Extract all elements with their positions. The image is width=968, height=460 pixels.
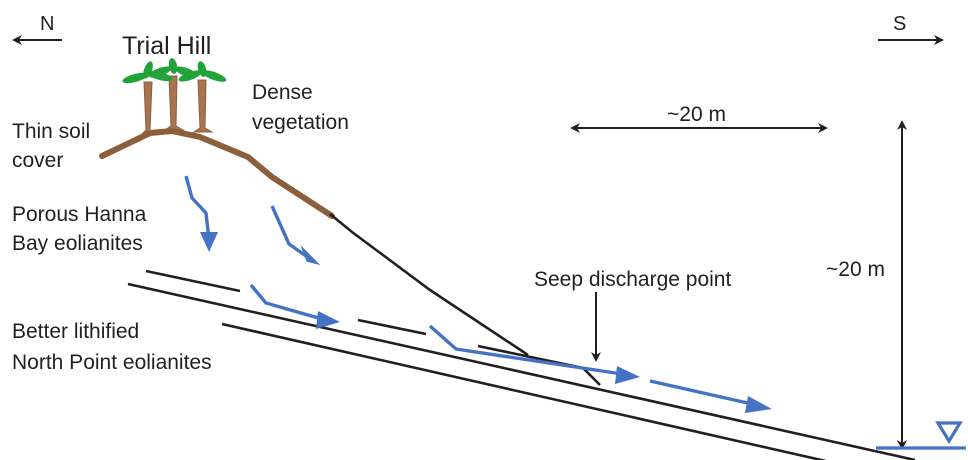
thin-soil-label-line2: cover [12,149,63,172]
hill-slope [329,212,529,357]
south-label: S [893,13,906,35]
vertical-scale-bar: ~20 m [826,120,907,450]
dense-vegetation-label-line2: vegetation [252,111,349,134]
thin-soil-cover [99,128,335,219]
north-point-label-line1: Better lithified [12,320,139,343]
inverted-triangle-water-table-icon [876,421,966,450]
seep-discharge-arrow: Seep discharge point [534,268,731,362]
porous-hanna-bay-label-line2: Bay eolianites [12,232,143,255]
south-arrow: S [878,13,944,45]
stratum-line-upper [127,282,916,460]
porous-hanna-bay-label-line1: Porous Hanna [12,203,147,226]
diagram-title: Trial Hill [122,32,211,60]
seep-label: Seep discharge point [534,268,731,291]
palm-trees-icon [122,58,227,135]
north-arrow: N [12,13,62,45]
upper-stratum-dashed [145,269,427,336]
north-point-label-line2: North Point eolianites [12,351,212,374]
horizontal-scale-bar: ~20 m [570,103,828,133]
horizontal-scale-label: ~20 m [667,103,726,126]
vertical-scale-label: ~20 m [826,258,885,281]
north-label: N [40,13,54,35]
dense-vegetation-label-line1: Dense [252,81,313,104]
stratum-line-lower [221,322,828,460]
groundwater-flow-arrows [184,175,772,413]
thin-soil-label-line1: Thin soil [12,120,90,143]
